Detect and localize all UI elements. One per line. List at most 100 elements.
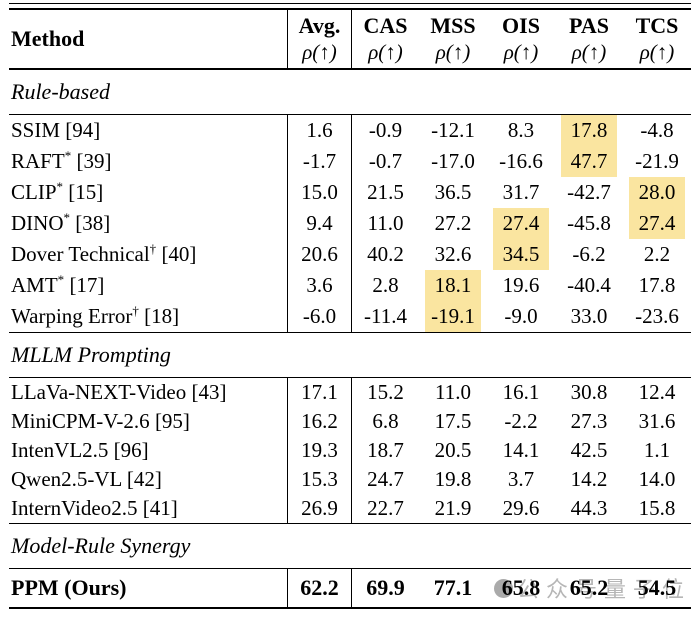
value-cell: 2.2 [643,242,671,266]
table-row: DINO* [38] 9.4 11.0 27.2 27.4 -45.8 27.4 [9,208,691,239]
rho-up-label: ρ(↑) [639,40,675,64]
value-cell: 33.0 [570,304,608,328]
value-cell: 17.8 [555,115,623,146]
value-cell: 29.6 [502,496,540,520]
value-cell: 2.8 [351,270,419,301]
method-superscript: * [56,179,64,194]
value-cell: 65.2 [569,575,609,600]
value-cell: -1.7 [287,146,351,177]
method-cell: Dover Technical† [40] [11,241,197,266]
table-row: IntenVL2.5 [96] 19.3 18.7 20.5 14.1 42.5 1.1 [9,436,691,465]
table-header: Method Avg. ρ(↑) CAS ρ(↑) MSS ρ(↑) OIS ρ… [9,10,691,70]
section-model-rule-synergy: Model-Rule Synergy PPM (Ours) 62.2 69.9 77.… [9,523,691,607]
method-cell: LLaVa-NEXT-Video [43] [11,380,227,404]
value-cell: 27.2 [434,211,472,235]
value-cell: 69.9 [351,569,419,607]
value-cell: 1.6 [287,115,351,146]
value-cell: 54.5 [637,575,677,600]
top-double-rule [9,3,691,10]
method-cell: SSIM [94] [11,118,101,142]
value-cell: -12.1 [431,118,475,142]
rho-up-label: ρ(↑) [368,40,403,64]
value-cell: 14.1 [502,438,540,462]
bottom-rule [9,607,691,609]
method-cell: PPM (Ours) [11,575,127,600]
value-cell: 8.3 [507,118,535,142]
method-cell: CLIP* [15] [11,179,104,204]
column-header-ois: OIS ρ(↑) [487,10,555,68]
value-cell: 15.0 [287,177,351,208]
value-cell: 6.8 [351,407,419,436]
method-cell: Warping Error† [18] [11,303,180,328]
value-cell: 22.7 [351,494,419,523]
value-cell: 32.6 [434,242,472,266]
section-mllm-prompting: MLLM Prompting LLaVa-NEXT-Video [43] 17.1… [9,332,691,523]
value-cell: 21.5 [351,177,419,208]
method-cell: MiniCPM-V-2.6 [95] [11,409,190,433]
column-header-avg: Avg. ρ(↑) [287,10,351,68]
value-cell: -45.8 [567,211,611,235]
column-header-cas: CAS ρ(↑) [351,10,419,68]
value-cell: 3.7 [507,467,535,491]
method-cell: IntenVL2.5 [96] [11,438,149,462]
value-cell: 26.9 [287,494,351,523]
value-cell: 31.6 [638,409,676,433]
value-cell: 27.3 [570,409,608,433]
value-cell: -23.6 [635,304,679,328]
method-superscript: * [64,148,72,163]
value-cell: -6.0 [287,301,351,332]
value-cell: 40.2 [351,239,419,270]
value-cell: 19.8 [434,467,472,491]
value-cell: 31.7 [502,180,540,204]
table-row: RAFT* [39] -1.7 -0.7 -17.0 -16.6 47.7 -21.9 [9,146,691,177]
value-cell: 16.1 [502,380,540,404]
column-header-mss: MSS ρ(↑) [419,10,487,68]
value-cell: 17.1 [287,378,351,407]
section-rule-based: Rule-based SSIM [94] 1.6 -0.9 -12.1 8.3 17.8-… [9,70,691,332]
section-title: Rule-based [9,70,691,115]
rho-up-label: ρ(↑) [435,40,471,64]
method-cell: RAFT* [39] [11,148,112,173]
table-row: Warping Error† [18] -6.0 -11.4 -19.1 -9.0 33.… [9,301,691,332]
value-cell: 19.6 [502,273,540,297]
value-cell: -9.0 [504,304,538,328]
value-cell: 9.4 [287,208,351,239]
column-header-tcs: TCS ρ(↑) [623,10,691,68]
value-cell: -21.9 [635,149,679,173]
value-cell: 44.3 [570,496,608,520]
value-cell: -11.4 [351,301,419,332]
value-cell: 36.5 [434,180,472,204]
table-row: Dover Technical† [40] 20.6 40.2 32.6 34.5 -6.… [9,239,691,270]
table-row: PPM (Ours) 62.2 69.9 77.1 65.8 65.2 54.5 [9,569,691,607]
value-cell: 30.8 [570,380,608,404]
value-cell: 17.8 [638,273,676,297]
value-cell: 15.3 [287,465,351,494]
table-row: Qwen2.5-VL [42] 15.3 24.7 19.8 3.7 14.2 14.0 [9,465,691,494]
value-cell: 16.2 [287,407,351,436]
table-row: InternVideo2.5 [41] 26.9 22.7 21.9 29.6 44.3 1… [9,494,691,523]
rho-up-label: ρ(↑) [571,40,607,64]
value-cell: 28.0 [623,177,691,208]
value-cell: -42.7 [567,180,611,204]
value-cell: -4.8 [640,118,674,142]
value-cell: 24.7 [351,465,419,494]
method-superscript: * [57,272,65,287]
method-cell: Qwen2.5-VL [42] [11,467,162,491]
table-row: SSIM [94] 1.6 -0.9 -12.1 8.3 17.8 -4.8 [9,115,691,146]
value-cell: -0.9 [351,115,419,146]
value-cell: 20.5 [434,438,472,462]
value-cell: 20.6 [287,239,351,270]
value-cell: 77.1 [433,575,473,600]
value-cell: -16.6 [499,149,543,173]
value-cell: 15.2 [351,378,419,407]
value-cell: -17.0 [431,149,475,173]
value-cell: 18.1 [419,270,487,301]
table-row: CLIP* [15] 15.0 21.5 36.5 31.7 -42.7 28.0 [9,177,691,208]
value-cell: -19.1 [419,301,487,332]
value-cell: 42.5 [570,438,608,462]
value-cell: 27.4 [623,208,691,239]
column-header-pas: PAS ρ(↑) [555,10,623,68]
results-table: 公众号量子位 Method Avg. ρ(↑) CAS ρ(↑) MSS ρ(↑… [9,3,691,609]
rho-up-label: ρ(↑) [302,40,337,64]
value-cell: 18.7 [351,436,419,465]
